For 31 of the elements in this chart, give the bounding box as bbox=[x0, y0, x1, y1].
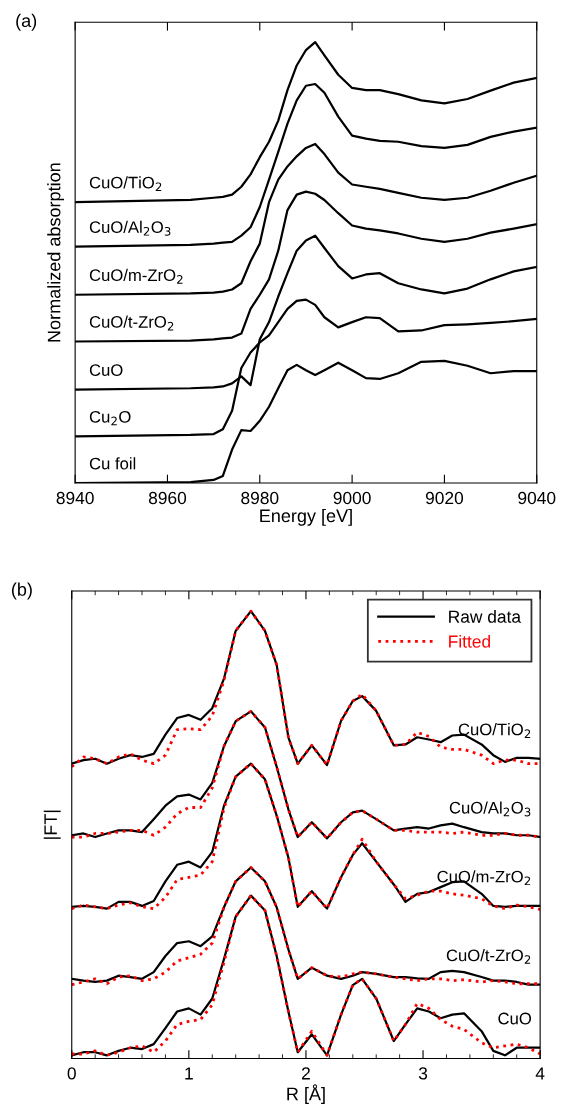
legend-label: Fitted bbox=[449, 634, 490, 648]
x-tick-label: 8960 bbox=[148, 491, 187, 505]
x-tick-label: 9020 bbox=[425, 491, 464, 505]
annotation: CuO bbox=[498, 1012, 532, 1025]
annotation: CuO/TiO$_{2}$ bbox=[458, 723, 531, 738]
x-axis-title: Energy [eV] bbox=[260, 508, 352, 526]
legend-label: Raw data bbox=[449, 610, 522, 623]
x-tick-label: 8940 bbox=[56, 491, 94, 505]
chart-title: (a) bbox=[16, 13, 37, 31]
series-label: Cu$_{2}$O bbox=[89, 410, 131, 426]
x-tick-label: 3 bbox=[418, 1067, 428, 1080]
annotation: CuO/t-ZrO$_{2}$ bbox=[446, 949, 531, 964]
x-tick-label: 1 bbox=[185, 1067, 193, 1080]
x-tick-label: 4 bbox=[535, 1067, 545, 1080]
x-tick-label: 0 bbox=[67, 1067, 76, 1080]
x-tick-label: 9000 bbox=[333, 491, 371, 505]
annotation: CuO/m-ZrO$_{2}$ bbox=[437, 870, 531, 886]
series-label: CuO/m-ZrO$_{2}$ bbox=[89, 268, 183, 284]
chart-title: (b) bbox=[11, 582, 32, 600]
x-tick-label: 9040 bbox=[518, 491, 556, 505]
x-tick-label: 2 bbox=[301, 1067, 310, 1080]
series-label: CuO bbox=[89, 364, 123, 376]
x-axis-title: R [Å] bbox=[287, 1084, 325, 1104]
y-axis-title: Normalized absorption bbox=[47, 163, 65, 342]
series-label: Cu foil bbox=[89, 457, 136, 470]
x-tick-label: 8980 bbox=[241, 491, 279, 505]
annotation: CuO/Al$_{2}$O$_{3}$ bbox=[449, 801, 531, 817]
y-axis-title: |FT| bbox=[43, 810, 61, 839]
series-label: CuO/t-ZrO$_{2}$ bbox=[89, 315, 174, 331]
series-label: CuO/Al$_{2}$O$_{3}$ bbox=[89, 220, 171, 236]
series-label: CuO/TiO$_{2}$ bbox=[89, 176, 162, 192]
